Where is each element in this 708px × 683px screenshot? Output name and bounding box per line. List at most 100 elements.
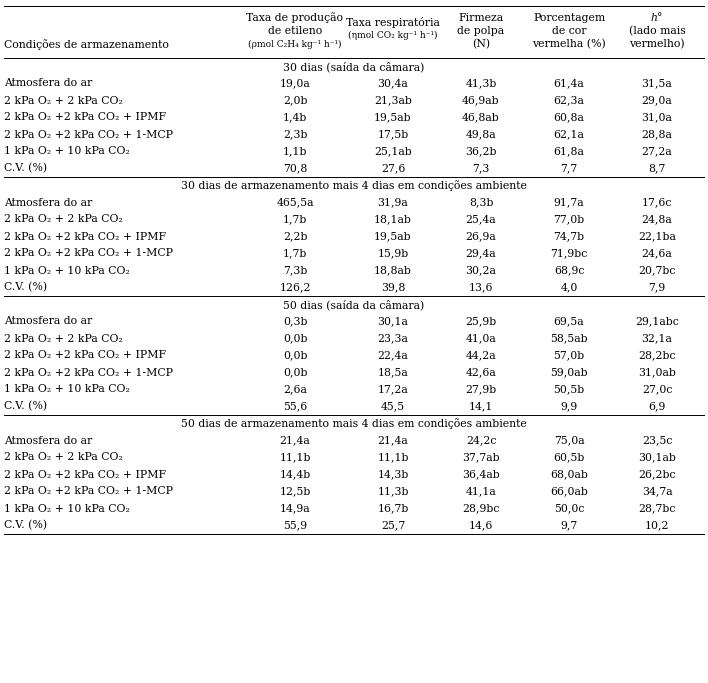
Text: (ηmol CO₂ kg⁻¹ h⁻¹): (ηmol CO₂ kg⁻¹ h⁻¹): [348, 31, 438, 40]
Text: 30 dias de armazenamento mais 4 dias em condições ambiente: 30 dias de armazenamento mais 4 dias em …: [181, 180, 527, 191]
Text: Atmosfera do ar: Atmosfera do ar: [4, 436, 92, 445]
Text: C.V. (%): C.V. (%): [4, 282, 47, 292]
Text: Taxa de produção: Taxa de produção: [246, 12, 343, 23]
Text: 25,9b: 25,9b: [465, 316, 496, 326]
Text: 13,6: 13,6: [469, 283, 493, 292]
Text: 25,1ab: 25,1ab: [374, 146, 412, 156]
Text: 26,9a: 26,9a: [466, 232, 496, 242]
Text: de etileno: de etileno: [268, 26, 322, 36]
Text: 71,9bc: 71,9bc: [550, 249, 588, 258]
Text: 50 dias (saída da câmara): 50 dias (saída da câmara): [283, 299, 425, 310]
Text: 1 kPa O₂ + 10 kPa CO₂: 1 kPa O₂ + 10 kPa CO₂: [4, 146, 130, 156]
Text: 2 kPa O₂ +2 kPa CO₂ + 1-MCP: 2 kPa O₂ +2 kPa CO₂ + 1-MCP: [4, 367, 173, 378]
Text: 28,9bc: 28,9bc: [462, 503, 500, 514]
Text: 30,1a: 30,1a: [377, 316, 409, 326]
Text: 12,5b: 12,5b: [280, 486, 311, 497]
Text: 41,0a: 41,0a: [466, 333, 496, 344]
Text: 11,1b: 11,1b: [279, 453, 311, 462]
Text: 2,6a: 2,6a: [283, 385, 307, 395]
Text: de polpa: de polpa: [457, 26, 505, 36]
Text: 27,6: 27,6: [381, 163, 405, 173]
Text: 11,3b: 11,3b: [377, 486, 409, 497]
Text: 2 kPa O₂ + 2 kPa CO₂: 2 kPa O₂ + 2 kPa CO₂: [4, 453, 123, 462]
Text: 57,0b: 57,0b: [554, 350, 585, 361]
Text: 7,9: 7,9: [649, 283, 666, 292]
Text: 15,9b: 15,9b: [377, 249, 409, 258]
Text: 66,0ab: 66,0ab: [550, 486, 588, 497]
Text: 19,5ab: 19,5ab: [375, 232, 412, 242]
Text: 31,5a: 31,5a: [641, 79, 673, 89]
Text: 7,7: 7,7: [560, 163, 578, 173]
Text: 25,7: 25,7: [381, 520, 405, 531]
Text: 14,3b: 14,3b: [377, 469, 409, 479]
Text: 36,4ab: 36,4ab: [462, 469, 500, 479]
Text: 18,5a: 18,5a: [377, 367, 409, 378]
Text: 70,8: 70,8: [282, 163, 307, 173]
Text: Condições de armazenamento: Condições de armazenamento: [4, 40, 169, 51]
Text: 0,0b: 0,0b: [282, 333, 307, 344]
Text: 0,3b: 0,3b: [282, 316, 307, 326]
Text: C.V. (%): C.V. (%): [4, 402, 47, 412]
Text: 37,7ab: 37,7ab: [462, 453, 500, 462]
Text: 59,0ab: 59,0ab: [550, 367, 588, 378]
Text: 60,8a: 60,8a: [554, 113, 584, 122]
Text: 41,3b: 41,3b: [465, 79, 497, 89]
Text: 69,5a: 69,5a: [554, 316, 584, 326]
Text: 2,0b: 2,0b: [282, 96, 307, 105]
Text: Firmeza: Firmeza: [459, 13, 503, 23]
Text: 75,0a: 75,0a: [554, 436, 584, 445]
Text: 21,4a: 21,4a: [377, 436, 409, 445]
Text: 22,1ba: 22,1ba: [638, 232, 676, 242]
Text: 31,9a: 31,9a: [377, 197, 409, 208]
Text: 61,8a: 61,8a: [554, 146, 584, 156]
Text: 14,1: 14,1: [469, 402, 493, 411]
Text: 50 dias de armazenamento mais 4 dias em condições ambiente: 50 dias de armazenamento mais 4 dias em …: [181, 418, 527, 429]
Text: 2 kPa O₂ +2 kPa CO₂ + 1-MCP: 2 kPa O₂ +2 kPa CO₂ + 1-MCP: [4, 130, 173, 139]
Text: 31,0ab: 31,0ab: [638, 367, 676, 378]
Text: 26,2bc: 26,2bc: [638, 469, 675, 479]
Text: 74,7b: 74,7b: [554, 232, 585, 242]
Text: Porcentagem: Porcentagem: [533, 13, 605, 23]
Text: 27,9b: 27,9b: [465, 385, 496, 395]
Text: 9,7: 9,7: [560, 520, 578, 531]
Text: 7,3b: 7,3b: [282, 266, 307, 275]
Text: h°: h°: [651, 13, 663, 23]
Text: C.V. (%): C.V. (%): [4, 520, 47, 531]
Text: 36,2b: 36,2b: [465, 146, 497, 156]
Text: 2 kPa O₂ +2 kPa CO₂ + IPMF: 2 kPa O₂ +2 kPa CO₂ + IPMF: [4, 232, 166, 242]
Text: 1 kPa O₂ + 10 kPa CO₂: 1 kPa O₂ + 10 kPa CO₂: [4, 503, 130, 514]
Text: 1 kPa O₂ + 10 kPa CO₂: 1 kPa O₂ + 10 kPa CO₂: [4, 385, 130, 395]
Text: 45,5: 45,5: [381, 402, 405, 411]
Text: 44,2a: 44,2a: [466, 350, 496, 361]
Text: 22,4a: 22,4a: [377, 350, 409, 361]
Text: 24,6a: 24,6a: [641, 249, 673, 258]
Text: 10,2: 10,2: [645, 520, 669, 531]
Text: (ρmol C₂H₄ kg⁻¹ h⁻¹): (ρmol C₂H₄ kg⁻¹ h⁻¹): [249, 40, 342, 48]
Text: 28,2bc: 28,2bc: [638, 350, 675, 361]
Text: 60,5b: 60,5b: [554, 453, 585, 462]
Text: 1,4b: 1,4b: [282, 113, 307, 122]
Text: 2 kPa O₂ + 2 kPa CO₂: 2 kPa O₂ + 2 kPa CO₂: [4, 96, 123, 105]
Text: 42,6a: 42,6a: [466, 367, 496, 378]
Text: 20,7bc: 20,7bc: [639, 266, 675, 275]
Text: 58,5ab: 58,5ab: [550, 333, 588, 344]
Text: 68,9c: 68,9c: [554, 266, 584, 275]
Text: 19,5ab: 19,5ab: [375, 113, 412, 122]
Text: 1,1b: 1,1b: [282, 146, 307, 156]
Text: 2 kPa O₂ +2 kPa CO₂ + IPMF: 2 kPa O₂ +2 kPa CO₂ + IPMF: [4, 113, 166, 122]
Text: 14,6: 14,6: [469, 520, 493, 531]
Text: 27,2a: 27,2a: [641, 146, 673, 156]
Text: 23,3a: 23,3a: [377, 333, 409, 344]
Text: 465,5a: 465,5a: [276, 197, 314, 208]
Text: 8,7: 8,7: [649, 163, 666, 173]
Text: 2 kPa O₂ + 2 kPa CO₂: 2 kPa O₂ + 2 kPa CO₂: [4, 333, 123, 344]
Text: 41,1a: 41,1a: [466, 486, 496, 497]
Text: vermelha (%): vermelha (%): [532, 39, 606, 49]
Text: 46,9ab: 46,9ab: [462, 96, 500, 105]
Text: 19,0a: 19,0a: [280, 79, 310, 89]
Text: 49,8a: 49,8a: [466, 130, 496, 139]
Text: 1 kPa O₂ + 10 kPa CO₂: 1 kPa O₂ + 10 kPa CO₂: [4, 266, 130, 275]
Text: 91,7a: 91,7a: [554, 197, 584, 208]
Text: 17,2a: 17,2a: [377, 385, 409, 395]
Text: 62,1a: 62,1a: [554, 130, 584, 139]
